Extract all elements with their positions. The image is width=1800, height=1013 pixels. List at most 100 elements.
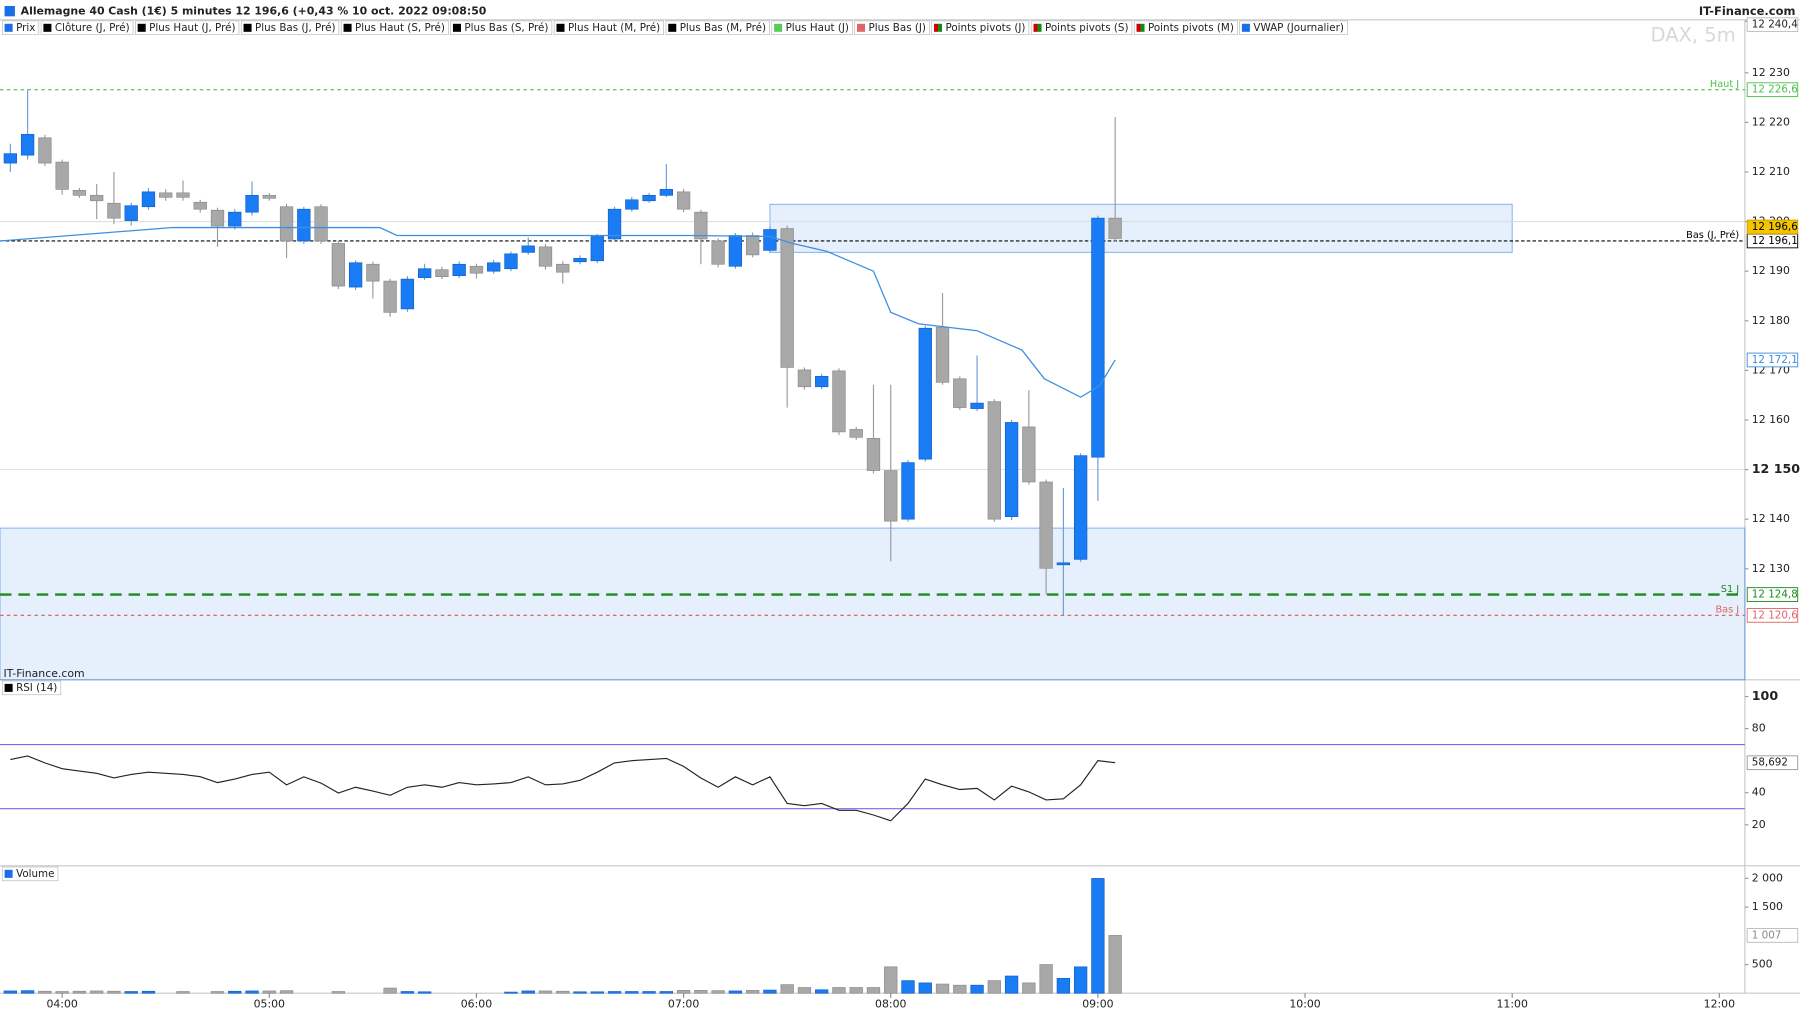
candle-body [607,208,622,240]
candle-body [245,194,259,213]
legend-frame [1030,20,1133,36]
candle-body [1108,217,1122,239]
legend-frame [553,20,664,36]
top-label-box [1746,17,1799,33]
y-tick-label: 12 150 [1752,461,1800,476]
y-tick-label: 12 210 [1752,165,1790,178]
candle-body [228,211,242,227]
last-price-label-box [1746,219,1799,235]
candle-body [884,470,898,522]
y-tick-label: 40 [1752,786,1766,799]
candle-body [3,153,18,164]
candle-body [124,205,138,221]
candle-body [763,229,777,251]
zone [769,203,1513,253]
candle-body [435,269,449,277]
legend-label: Volume [16,868,54,880]
volume-bar [642,991,656,994]
candle-body [38,137,52,164]
legend-swatch [137,23,146,32]
candle-body [262,194,276,199]
volume-bar [866,987,881,994]
legend-swatch [4,683,13,692]
y-tick-label: 12 220 [1752,115,1790,128]
candle-body [711,240,725,265]
source: IT-Finance.com [3,667,84,680]
candle-body [1004,422,1019,518]
level-label-box [1746,608,1799,623]
header-title: Allemagne 40 Cash (1€) 5 minutes 12 196,… [21,5,487,18]
volume-bar [797,987,812,994]
candle-body [418,268,432,278]
volume-bar [676,990,691,994]
level-name: Bas J [1715,605,1739,616]
volume-bar [55,991,69,994]
instrument-icon [4,5,15,17]
candle-body [176,192,190,198]
volume-bar [901,980,915,994]
volume-bar [1108,935,1122,994]
volume-bar [780,984,794,994]
last-price-label: 12 196,6 [1752,221,1798,233]
candle-body [297,208,311,242]
level-label: 12 124,8 [1752,589,1798,601]
candle-body [573,257,587,263]
x-tick-label: 11:00 [1497,998,1528,1011]
volume-bar [763,989,777,994]
candle-body [849,429,863,438]
candle-body [797,369,812,388]
volume-bar [383,987,397,994]
y-tick-label: 2 000 [1752,871,1783,884]
legend-frame [1,866,59,882]
legend-swatch [938,23,943,32]
volume-bar [832,987,846,994]
legend-frame [340,20,449,36]
candle-body [159,192,173,198]
volume-bar [38,990,52,994]
legend-swatch [4,23,13,32]
x-tick-label: 08:00 [875,998,906,1011]
rsi-last-label: 58,692 [1752,757,1788,769]
legend-item: Points pivots (M) [1133,20,1238,36]
candle-body [1022,426,1036,483]
candle-body [72,190,87,196]
legend-label: Points pivots (S) [1045,22,1129,34]
legend-swatch [452,23,461,32]
legend-swatch [243,23,252,32]
x-tick-label: 04:00 [46,998,77,1011]
volume-bar [245,990,259,994]
legend-swatch [556,23,565,32]
legend-swatch [1037,23,1042,32]
legend-frame [1133,20,1238,36]
volume-last-label: 1 007 [1752,929,1782,941]
legend-label: Prix [16,22,35,34]
volume-bar [918,982,932,994]
volume-bar [728,990,743,994]
candle-body [556,263,570,273]
level-label-box [1746,587,1799,602]
legend-frame [854,20,930,36]
candle-body [728,235,743,267]
candle-body [901,462,915,520]
x-tick-label: 07:00 [668,998,699,1011]
volume-bar [590,991,604,994]
candle-body [314,206,328,242]
candle-body [487,262,501,272]
volume-bar [210,991,225,994]
legend-item: VWAP (Journalier) [1239,20,1348,36]
volume-bar [694,990,708,994]
volume-bar [1091,878,1105,994]
volume-bar [953,984,967,994]
legend-item: Plus Bas (J) [854,20,930,36]
candle-body [504,253,518,270]
legend-label: Plus Haut (S, Pré) [355,22,445,34]
volume-bar [521,990,535,994]
legend-label: Plus Haut (J) [786,22,849,34]
watermark: DAX, 5m [1651,23,1736,46]
volume-bar [400,991,415,994]
volume-bar [90,990,104,994]
level-label-box [1746,82,1799,98]
candle-body [366,263,380,282]
legend-item: Plus Haut (J, Pré) [135,20,240,36]
y-tick-label: 20 [1752,818,1766,831]
